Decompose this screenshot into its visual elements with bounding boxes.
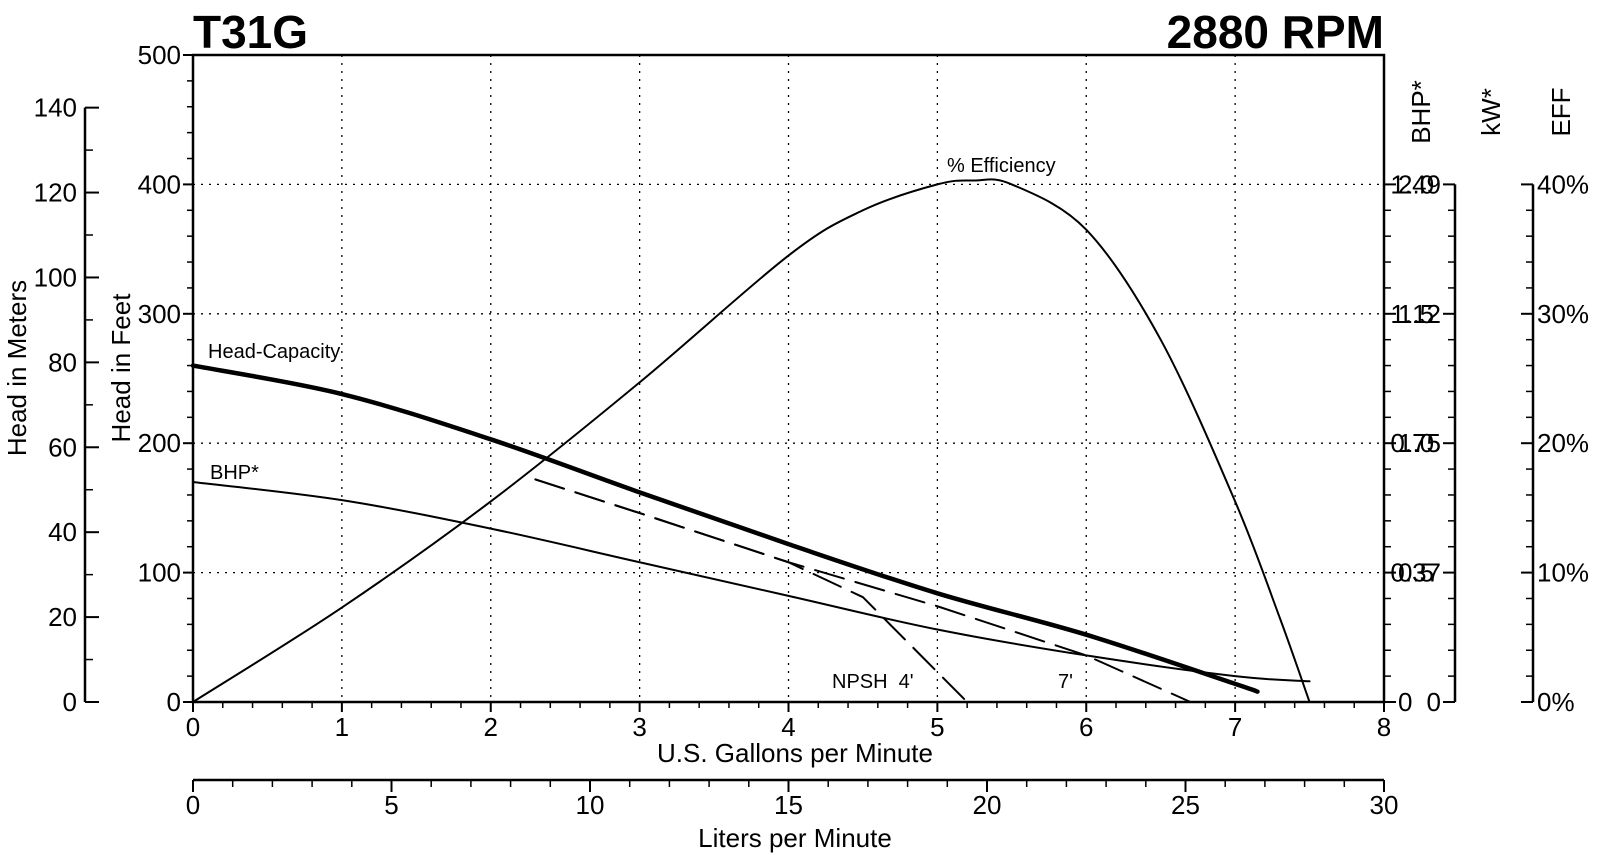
x2-tick-label: 30: [1370, 790, 1399, 820]
chart-title-right: 2880 RPM: [1167, 6, 1384, 58]
bhp-curve: [192, 481, 1311, 683]
kw-tick-label: 0: [1427, 687, 1441, 717]
bhp-tick-label: 1.5: [1398, 299, 1434, 329]
y-meters-tick-label: 0: [63, 687, 77, 717]
eff-tick-label: 20%: [1537, 428, 1589, 458]
x-tick-label: 3: [632, 712, 646, 742]
y-feet-tick-label: 400: [138, 169, 181, 199]
x-axis-label: U.S. Gallons per Minute: [657, 738, 933, 768]
head-capacity-curve: [190, 363, 1260, 694]
x-tick-label: 5: [930, 712, 944, 742]
x2-tick-label: 20: [973, 790, 1002, 820]
y-meters-tick-label: 20: [48, 602, 77, 632]
bhp-curve-label: BHP*: [210, 462, 259, 484]
bhp-tick-label: 1.0: [1398, 428, 1434, 458]
y-feet-axis-label: Head in Feet: [106, 293, 136, 443]
npsh-7ft-curve: [534, 478, 1192, 703]
npsh-4ft-curve: [534, 478, 969, 703]
bhp-tick-label: 2.0: [1398, 169, 1434, 199]
x2-tick-label: 0: [186, 790, 200, 820]
x-tick-label: 1: [335, 712, 349, 742]
y-meters-tick-label: 140: [34, 93, 77, 123]
y-meters-tick-label: 40: [48, 517, 77, 547]
x-tick-label: 6: [1079, 712, 1093, 742]
bhp-tick-label: 0.5: [1398, 558, 1434, 588]
x2-axis-label: Liters per Minute: [698, 823, 892, 853]
axes: 0 1 2 3 4 5 6 7 80 5 10 15 20 25 300100200300400500020…: [34, 40, 1589, 820]
kw-tick-label: 1.12: [1390, 299, 1441, 329]
x-tick-label: 2: [484, 712, 498, 742]
y-meters-axis-label: Head in Meters: [2, 280, 32, 456]
head-capacity-label: Head-Capacity: [208, 341, 340, 363]
y-feet-tick-label: 0: [167, 687, 181, 717]
y-feet-tick-label: 300: [138, 299, 181, 329]
chart-title-left: T31G: [193, 6, 308, 58]
eff-tick-label: 0%: [1537, 687, 1575, 717]
y-feet-tick-label: 500: [138, 40, 181, 70]
x2-tick-label: 10: [576, 790, 605, 820]
kw-axis-label: kW*: [1476, 88, 1506, 136]
efficiency-curve-label: % Efficiency: [947, 155, 1056, 177]
eff-tick-label: 10%: [1537, 558, 1589, 588]
y-feet-tick-label: 100: [138, 558, 181, 588]
eff-tick-label: 30%: [1537, 299, 1589, 329]
eff-axis-label: EFF: [1546, 87, 1576, 136]
x-tick-label: 0: [186, 712, 200, 742]
x2-tick-label: 5: [384, 790, 398, 820]
npsh-7-label: 7': [1058, 671, 1073, 693]
x-tick-label: 7: [1228, 712, 1242, 742]
y-meters-tick-label: 120: [34, 178, 77, 208]
npsh-4-label: NPSH 4': [832, 671, 914, 693]
efficiency-curve: [192, 178, 1311, 703]
bhp-tick-label: 0: [1398, 687, 1412, 717]
y-meters-tick-label: 60: [48, 432, 77, 462]
y-feet-tick-label: 200: [138, 428, 181, 458]
x-tick-label: 8: [1377, 712, 1391, 742]
x2-tick-label: 15: [774, 790, 803, 820]
eff-tick-label: 40%: [1537, 169, 1589, 199]
curves: [190, 178, 1311, 703]
y-meters-tick-label: 100: [34, 262, 77, 292]
grid: [193, 55, 1384, 702]
y-meters-tick-label: 80: [48, 347, 77, 377]
kw-tick-label: 1.49: [1390, 169, 1441, 199]
bhp-axis-label: BHP*: [1406, 80, 1436, 144]
kw-tick-label: 0.75: [1390, 428, 1441, 458]
x2-tick-label: 25: [1171, 790, 1200, 820]
kw-tick-label: 0.37: [1390, 558, 1441, 588]
x-tick-label: 4: [781, 712, 795, 742]
